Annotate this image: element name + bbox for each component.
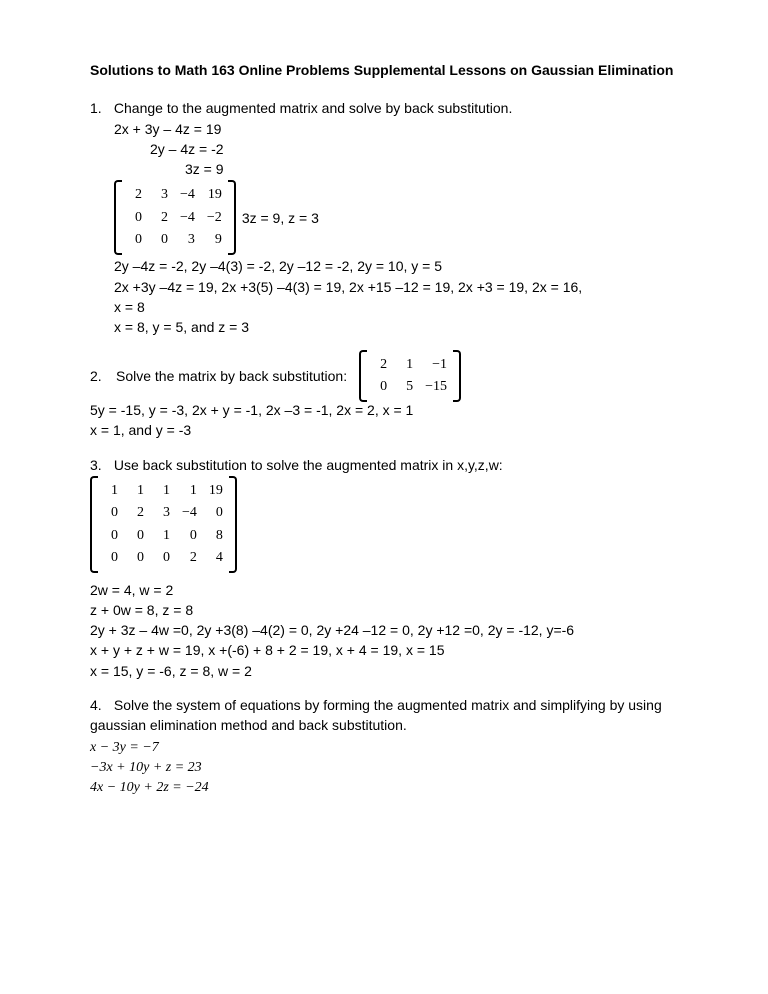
problem-1: 1. Change to the augmented matrix and so… (90, 98, 678, 337)
p1-prompt: Change to the augmented matrix and solve… (114, 100, 512, 116)
p1-matrix-row: 23−41902−4−20039 3z = 9, z = 3 (90, 182, 678, 253)
p4-eq1: x − 3y = −7 (90, 738, 678, 758)
p3-number: 3. (90, 455, 110, 475)
document-page: Solutions to Math 163 Online Problems Su… (0, 0, 768, 994)
document-title: Solutions to Math 163 Online Problems Su… (90, 60, 678, 80)
p1-prompt-line: 1. Change to the augmented matrix and so… (90, 98, 678, 118)
p3-prompt: Use back substitution to solve the augme… (114, 457, 503, 473)
p1-number: 1. (90, 98, 110, 118)
p1-work-3: x = 8 (90, 297, 678, 317)
p4-prompt: Solve the system of equations by forming… (90, 697, 662, 733)
p3-work-2: z + 0w = 8, z = 8 (90, 600, 678, 620)
p3-work-4: x + y + z + w = 19, x +(-6) + 8 + 2 = 19… (90, 640, 678, 660)
p1-eq3: 3z = 9 (90, 159, 678, 179)
p2-matrix: 21−105−15 (359, 352, 461, 401)
p1-work-2: 2x +3y –4z = 19, 2x +3(5) –4(3) = 19, 2x… (90, 277, 678, 297)
p2-prompt: Solve the matrix by back substitution: (116, 366, 347, 386)
p1-eq2: 2y – 4z = -2 (90, 139, 678, 159)
p3-prompt-line: 3. Use back substitution to solve the au… (90, 455, 678, 475)
problem-3: 3. Use back substitution to solve the au… (90, 455, 678, 681)
problem-2: 2. Solve the matrix by back substitution… (90, 352, 678, 441)
p4-prompt-line: 4. Solve the system of equations by form… (90, 695, 678, 736)
p2-work-1: 5y = -15, y = -3, 2x + y = -1, 2x –3 = -… (90, 400, 678, 420)
problem-4: 4. Solve the system of equations by form… (90, 695, 678, 798)
p4-eq2: −3x + 10y + z = 23 (90, 758, 678, 778)
p1-matrix: 23−41902−4−20039 (114, 182, 236, 253)
p4-equations: x − 3y = −7 −3x + 10y + z = 23 4x − 10y … (90, 738, 678, 799)
p3-answer: x = 15, y = -6, z = 8, w = 2 (90, 661, 678, 681)
p2-number: 2. (90, 366, 110, 386)
p1-work-1: 2y –4z = -2, 2y –4(3) = -2, 2y –12 = -2,… (90, 256, 678, 276)
p3-work-3: 2y + 3z – 4w =0, 2y +3(8) –4(2) = 0, 2y … (90, 620, 678, 640)
p4-number: 4. (90, 695, 110, 715)
p3-matrix: 111119023−400010800024 (90, 478, 237, 571)
p1-answer: x = 8, y = 5, and z = 3 (90, 317, 678, 337)
p3-work-1: 2w = 4, w = 2 (90, 580, 678, 600)
p1-after-matrix: 3z = 9, z = 3 (242, 208, 319, 228)
p4-eq3: 4x − 10y + 2z = −24 (90, 778, 678, 798)
p2-answer: x = 1, and y = -3 (90, 420, 678, 440)
p1-eq1: 2x + 3y – 4z = 19 (90, 119, 678, 139)
p3-matrix-row: 111119023−400010800024 (90, 478, 678, 576)
p2-prompt-line: 2. Solve the matrix by back substitution… (90, 352, 678, 401)
